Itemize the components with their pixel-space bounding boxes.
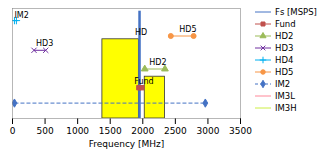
html-text:Fund: Fund xyxy=(275,19,296,29)
html-text:IM2: IM2 xyxy=(275,79,291,89)
svg-text:HD5: HD5 xyxy=(179,25,196,34)
html-text:HD5: HD5 xyxy=(275,67,294,77)
svg-text:1500: 1500 xyxy=(99,126,122,136)
svg-text:3000: 3000 xyxy=(196,126,219,136)
html-text:IM3L: IM3L xyxy=(275,91,295,101)
svg-text:1000: 1000 xyxy=(66,126,89,136)
svg-text:HD3: HD3 xyxy=(36,39,53,48)
svg-text:2000: 2000 xyxy=(131,126,154,136)
svg-text:IM2: IM2 xyxy=(14,11,28,20)
svg-text:500: 500 xyxy=(36,126,53,136)
svg-text:Frequency [MHz]: Frequency [MHz] xyxy=(89,139,165,149)
svg-text:HD2: HD2 xyxy=(149,58,166,67)
svg-text:0: 0 xyxy=(10,126,16,136)
html-text:HD3: HD3 xyxy=(275,43,294,53)
svg-text:2500: 2500 xyxy=(164,126,187,136)
html-text:HD2: HD2 xyxy=(275,31,294,41)
svg-text:HD: HD xyxy=(135,28,147,37)
svg-text:3500: 3500 xyxy=(229,126,252,136)
html-text:Fs [MSPS]: Fs [MSPS] xyxy=(275,7,317,17)
html-text:IM3H: IM3H xyxy=(275,103,297,113)
html-text:HD4: HD4 xyxy=(275,55,294,65)
svg-text:Fund: Fund xyxy=(134,77,153,86)
